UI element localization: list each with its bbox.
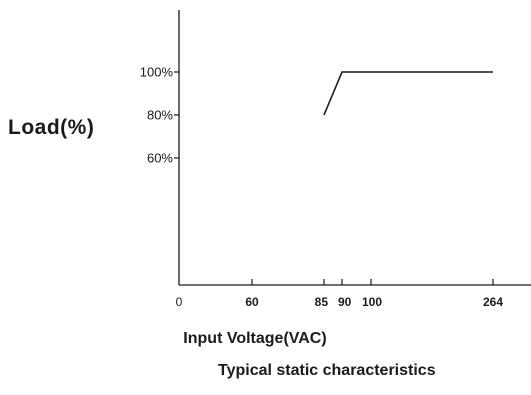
x-tick-label: 100 [362,295,382,309]
y-tick-label: 100% [140,65,174,80]
x-tick-label: 264 [483,295,503,309]
y-tick-label: 60% [147,151,173,166]
x-tick-label: 90 [338,295,352,309]
series-line [324,72,493,115]
axes [179,10,531,285]
series [324,72,493,115]
tick-labels: 60% 80% 100% 0 60 85 90 100 264 [140,65,504,310]
x-tick-label: 60 [245,295,259,309]
chart-title: Typical static characteristics [218,362,436,380]
y-tick-label: 80% [147,108,173,123]
x-axis-label: Input Voltage(VAC) [140,330,370,348]
y-axis-label: Load(%) [8,116,94,140]
tick-marks [174,72,493,285]
x-tick-label: 0 [176,295,183,309]
x-tick-label: 85 [315,295,329,309]
